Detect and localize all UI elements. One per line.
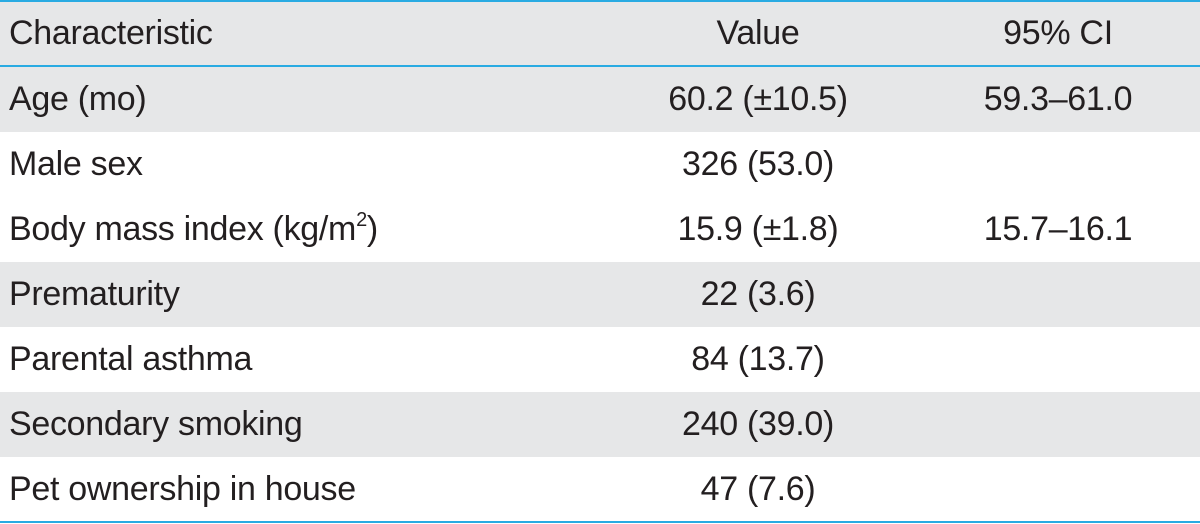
table-row: Body mass index (kg/m2) 15.9 (±1.8) 15.7… xyxy=(0,197,1200,262)
row-value: 84 (13.7) xyxy=(691,340,825,378)
row-ci: 15.7–16.1 xyxy=(983,210,1133,248)
table-header-rule xyxy=(0,65,1200,67)
table-bottom-rule xyxy=(0,521,1200,523)
bmi-label-suffix: ) xyxy=(366,210,378,248)
header-characteristic: Characteristic xyxy=(9,14,213,52)
table-row: Prematurity 22 (3.6) xyxy=(0,262,1200,327)
row-value: 15.9 (±1.8) xyxy=(677,210,839,248)
bmi-label: Body mass index (kg/m xyxy=(9,210,357,248)
table-row: Secondary smoking 240 (39.0) xyxy=(0,392,1200,457)
table-top-rule xyxy=(0,0,1200,2)
row-characteristic: Prematurity xyxy=(9,275,180,313)
row-value: 240 (39.0) xyxy=(682,405,834,443)
row-characteristic: Age (mo) xyxy=(9,80,147,118)
table-row: Pet ownership in house 47 (7.6) xyxy=(0,457,1200,521)
header-value: Value xyxy=(716,14,800,52)
row-ci: 59.3–61.0 xyxy=(983,80,1133,118)
row-characteristic: Secondary smoking xyxy=(9,405,303,443)
row-value: 326 (53.0) xyxy=(682,145,834,183)
row-value: 22 (3.6) xyxy=(700,275,816,313)
row-characteristic: Parental asthma xyxy=(9,340,253,378)
header-ci: 95% CI xyxy=(1003,14,1113,52)
row-characteristic: Male sex xyxy=(9,145,143,183)
row-characteristic: Body mass index (kg/m2) xyxy=(9,210,378,249)
table-row: Age (mo) 60.2 (±10.5) 59.3–61.0 xyxy=(0,67,1200,132)
row-value: 47 (7.6) xyxy=(700,469,816,508)
table-row: Parental asthma 84 (13.7) xyxy=(0,327,1200,392)
table-header-row: Characteristic Value 95% CI xyxy=(0,2,1200,65)
row-characteristic: Pet ownership in house xyxy=(9,469,356,508)
row-value: 60.2 (±10.5) xyxy=(668,80,848,118)
bmi-superscript: 2 xyxy=(356,209,367,231)
table-row: Male sex 326 (53.0) xyxy=(0,132,1200,197)
